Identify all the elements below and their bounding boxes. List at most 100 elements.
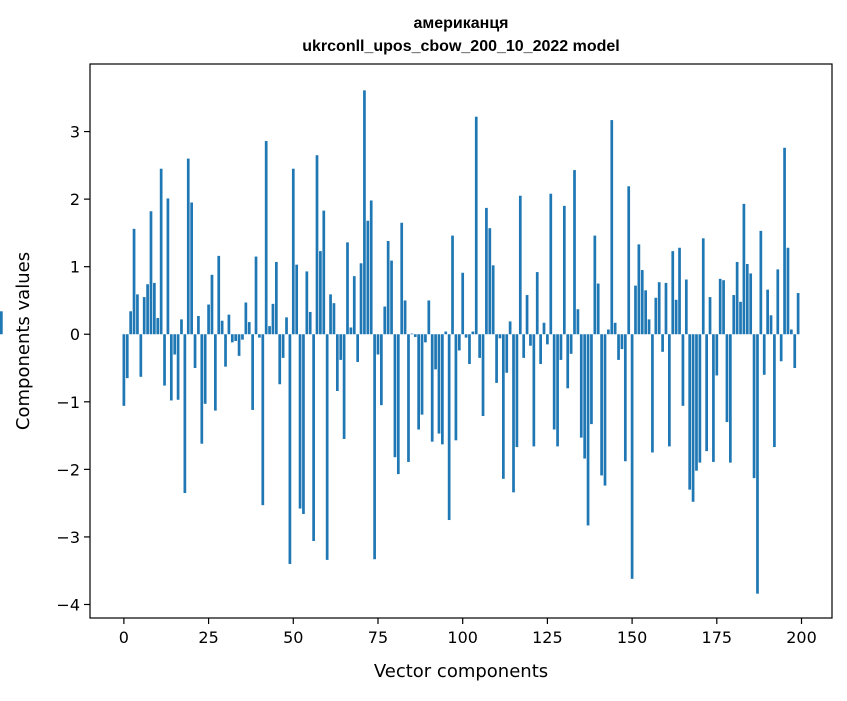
bar-177 xyxy=(722,280,725,335)
bar-17 xyxy=(180,319,183,335)
bar-105 xyxy=(478,334,481,358)
bar-36 xyxy=(244,302,248,335)
bar-1 xyxy=(125,334,129,379)
bar-138 xyxy=(590,334,593,425)
bar-174 xyxy=(712,334,715,462)
bar-55 xyxy=(308,311,312,335)
bar-163 xyxy=(674,299,678,335)
bar-141 xyxy=(600,334,603,476)
bar-196 xyxy=(786,247,790,335)
bar-150 xyxy=(630,334,634,579)
bar-94 xyxy=(441,334,444,445)
bar-197 xyxy=(789,329,793,335)
bar-170 xyxy=(698,334,702,463)
bar-8 xyxy=(149,211,153,335)
bar-32 xyxy=(230,334,234,343)
bar-50 xyxy=(291,168,295,335)
bar-198 xyxy=(793,334,797,369)
bar-110 xyxy=(495,334,498,383)
bar-56 xyxy=(312,334,315,541)
x-axis-label: Vector components xyxy=(374,661,548,682)
bar-27 xyxy=(214,334,217,411)
bar-144 xyxy=(610,120,614,335)
bar-93 xyxy=(437,334,441,434)
bar-159 xyxy=(661,334,664,352)
y-tick-label: 1 xyxy=(70,258,80,277)
x-tick-label: 125 xyxy=(532,628,563,647)
bar-135 xyxy=(579,334,583,438)
bar-74 xyxy=(373,334,376,560)
bar-161 xyxy=(668,334,671,447)
x-tick-label: 50 xyxy=(283,628,303,647)
bar-147 xyxy=(620,334,624,350)
bar-92 xyxy=(434,334,437,370)
bar-115 xyxy=(512,334,515,493)
bar-61 xyxy=(329,294,332,335)
bar-120 xyxy=(529,334,532,346)
bar-73 xyxy=(369,200,373,335)
bar-127 xyxy=(552,334,556,430)
bar-118 xyxy=(522,334,526,358)
bar-46 xyxy=(278,334,282,385)
bar-145 xyxy=(613,322,617,335)
bar-80 xyxy=(393,334,397,458)
bar-85 xyxy=(410,333,414,335)
bar-182 xyxy=(739,301,742,335)
bar-106 xyxy=(481,334,485,416)
y-tick-label: 3 xyxy=(70,123,80,142)
bar-169 xyxy=(695,334,698,471)
bar-155 xyxy=(647,319,651,335)
bar-186 xyxy=(752,334,756,479)
bar-25 xyxy=(207,304,210,335)
bar-142 xyxy=(603,334,607,486)
bar-130 xyxy=(562,205,566,335)
y-tick-label: 0 xyxy=(70,325,80,344)
bar-53 xyxy=(302,334,305,514)
bar-20 xyxy=(190,202,193,335)
bar-133 xyxy=(573,170,576,335)
y-tick-label: −3 xyxy=(56,528,80,547)
bar-96 xyxy=(447,334,451,521)
bar-14 xyxy=(169,334,173,401)
y-axis-label: Components values xyxy=(13,252,34,430)
bar-49 xyxy=(288,334,292,564)
bar-21 xyxy=(193,334,197,369)
bar-166 xyxy=(684,279,688,335)
bar-99 xyxy=(457,334,461,351)
bar-126 xyxy=(549,193,553,335)
bar-undefined xyxy=(0,311,3,335)
bar-149 xyxy=(627,186,631,335)
bar-173 xyxy=(708,297,712,335)
bar-77 xyxy=(383,306,387,335)
bar-68 xyxy=(352,276,356,335)
bar-183 xyxy=(742,203,746,335)
bar-191 xyxy=(769,315,773,335)
bar-52 xyxy=(298,334,302,509)
bar-57 xyxy=(315,155,319,335)
bars-group xyxy=(0,90,800,594)
bar-101 xyxy=(464,334,468,338)
bar-171 xyxy=(701,238,705,335)
bar-78 xyxy=(386,241,390,335)
bar-116 xyxy=(515,334,519,448)
bar-47 xyxy=(281,334,285,358)
bar-111 xyxy=(498,334,502,339)
bar-187 xyxy=(756,334,759,594)
bar-178 xyxy=(725,334,729,423)
bar-190 xyxy=(766,289,769,335)
bar-18 xyxy=(183,334,187,494)
bar-28 xyxy=(217,255,221,335)
bar-66 xyxy=(346,242,349,335)
bar-97 xyxy=(451,235,454,335)
bar-114 xyxy=(508,321,512,335)
x-tick-label: 150 xyxy=(617,628,648,647)
bar-70 xyxy=(359,263,363,335)
bar-7 xyxy=(146,284,149,335)
bar-59 xyxy=(322,210,326,335)
bar-48 xyxy=(285,317,288,335)
bar-15 xyxy=(173,334,177,355)
bar-129 xyxy=(559,334,563,360)
bar-132 xyxy=(569,334,573,354)
bar-89 xyxy=(424,334,427,343)
x-tick-label: 175 xyxy=(702,628,733,647)
